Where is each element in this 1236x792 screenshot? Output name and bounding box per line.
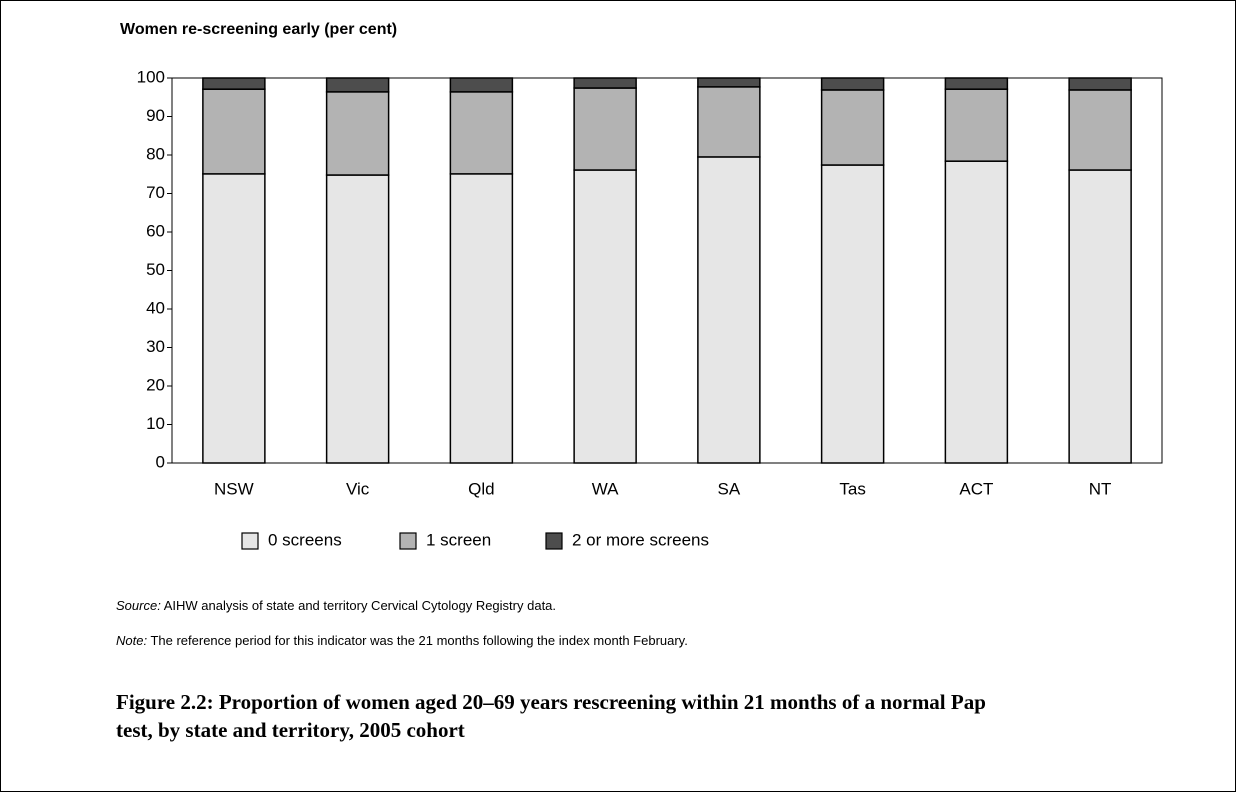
y-tick-label: 10 xyxy=(146,414,165,433)
x-tick-label: NT xyxy=(1089,479,1112,498)
y-tick-label: 60 xyxy=(146,221,165,240)
x-tick-label: Vic xyxy=(346,479,370,498)
source-label: Source: xyxy=(116,598,161,613)
y-tick-label: 80 xyxy=(146,144,165,163)
note: Note: The reference period for this indi… xyxy=(116,633,688,648)
bar-segment xyxy=(202,77,266,90)
bar-segment xyxy=(202,88,266,175)
bar-segment xyxy=(820,89,885,166)
bar-segment xyxy=(1068,169,1132,464)
source-note: Source: AIHW analysis of state and terri… xyxy=(116,598,556,613)
y-tick-label: 20 xyxy=(146,375,165,394)
bar-segment xyxy=(325,174,390,464)
bar-segment xyxy=(325,77,390,93)
bar-segment xyxy=(1068,89,1132,171)
x-tick-label: Qld xyxy=(468,479,494,498)
legend-label: 0 screens xyxy=(268,530,342,549)
legend-swatch xyxy=(545,532,563,550)
x-tick-label: NSW xyxy=(214,479,254,498)
bar-segment xyxy=(449,77,514,93)
bar-segment xyxy=(573,169,637,464)
y-tick-label: 40 xyxy=(146,298,165,317)
x-tick-label: WA xyxy=(592,479,619,498)
x-tick-label: Tas xyxy=(839,479,865,498)
bar-segment xyxy=(697,86,761,158)
plot-frame xyxy=(171,77,1163,464)
bar-segment xyxy=(1068,77,1132,91)
bar-segment xyxy=(573,77,637,89)
bar-segment xyxy=(944,160,1009,464)
bar-segment xyxy=(202,173,266,464)
y-tick-label: 70 xyxy=(146,183,165,202)
bar-segment xyxy=(449,173,514,464)
y-tick-label: 30 xyxy=(146,337,165,356)
bar-segment xyxy=(820,77,885,91)
x-tick-label: SA xyxy=(718,479,741,498)
note-text: The reference period for this indicator … xyxy=(147,633,688,648)
bar-segment xyxy=(573,87,637,171)
bar-segment xyxy=(325,91,390,176)
bar-segment xyxy=(944,77,1009,90)
bar-segment xyxy=(820,164,885,464)
legend-label: 1 screen xyxy=(426,530,491,549)
y-tick-label: 100 xyxy=(137,67,165,86)
bar-segment xyxy=(944,88,1009,162)
y-tick-label: 50 xyxy=(146,260,165,279)
note-label: Note: xyxy=(116,633,148,648)
legend-swatch xyxy=(399,532,417,550)
source-text: AIHW analysis of state and territory Cer… xyxy=(160,598,557,613)
bar-segment xyxy=(697,77,761,88)
bar-segment xyxy=(697,156,761,464)
figure-caption: Figure 2.2: Proportion of women aged 20–… xyxy=(116,690,986,742)
legend-swatch xyxy=(241,532,259,550)
y-tick-label: 0 xyxy=(156,452,165,471)
legend-label: 2 or more screens xyxy=(572,530,709,549)
y-tick-label: 90 xyxy=(146,106,165,125)
bar-segment xyxy=(449,91,514,175)
chart-subtitle: Women re-screening early (per cent) xyxy=(120,21,397,38)
x-tick-label: ACT xyxy=(959,479,993,498)
